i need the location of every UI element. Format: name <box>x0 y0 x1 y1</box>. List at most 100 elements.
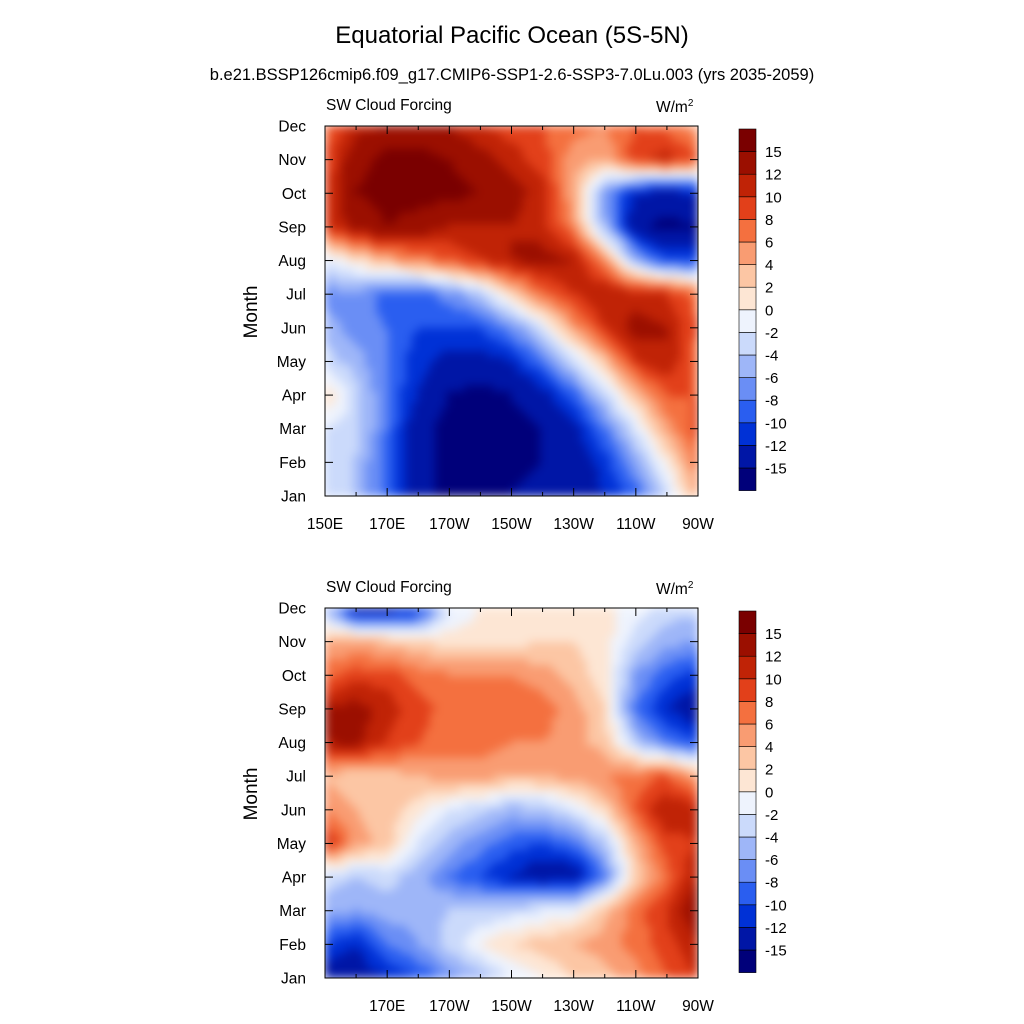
field-cell <box>691 293 698 301</box>
field-cell <box>353 321 361 329</box>
field-cell <box>639 212 647 220</box>
field-cell <box>627 659 635 667</box>
field-cell <box>394 350 402 358</box>
field-cell <box>435 345 443 353</box>
field-cell <box>411 298 419 306</box>
field-cell <box>528 385 536 393</box>
field-cell <box>382 183 390 191</box>
field-cell <box>510 131 518 139</box>
field-cell <box>382 379 390 387</box>
field-cell <box>540 472 548 480</box>
field-cell <box>540 670 548 678</box>
field-cell <box>545 200 553 208</box>
field-cell <box>411 642 419 650</box>
field-cell <box>411 483 419 491</box>
field-cell <box>516 373 524 381</box>
field-cell <box>627 397 635 405</box>
field-cell <box>330 327 338 335</box>
field-cell <box>668 460 676 468</box>
field-cell <box>341 665 349 673</box>
field-cell <box>452 223 460 231</box>
field-cell <box>644 402 652 410</box>
field-cell <box>435 385 443 393</box>
field-cell <box>475 630 483 638</box>
field-cell <box>598 264 606 272</box>
field-cell <box>563 310 571 318</box>
field-cell <box>417 160 425 168</box>
field-cell <box>440 165 448 173</box>
field-cell <box>388 408 396 416</box>
field-cell <box>510 362 518 370</box>
field-cell <box>429 443 437 451</box>
field-cell <box>621 489 629 496</box>
field-cell <box>417 345 425 353</box>
field-cell <box>481 264 489 272</box>
field-cell <box>475 426 483 433</box>
field-cell <box>516 466 524 474</box>
field-cell <box>633 235 641 243</box>
field-cell <box>400 345 408 353</box>
field-cell <box>353 379 361 387</box>
field-cell <box>528 177 536 185</box>
field-cell <box>545 310 553 318</box>
field-cell <box>400 653 408 661</box>
field-cell <box>475 420 483 428</box>
field-cell <box>452 177 460 185</box>
field-cell <box>679 402 687 410</box>
field-cell <box>633 665 641 673</box>
field-cell <box>522 665 530 673</box>
field-cell <box>668 241 676 249</box>
field-cell <box>633 362 641 370</box>
field-cell <box>580 131 588 139</box>
field-cell <box>435 437 443 445</box>
field-cell <box>575 183 583 191</box>
field-cell <box>691 206 698 214</box>
field-cell <box>621 460 629 468</box>
field-cell <box>400 483 408 491</box>
field-cell <box>493 613 501 621</box>
field-cell <box>592 478 600 486</box>
field-cell <box>388 316 396 324</box>
field-cell <box>487 287 495 295</box>
field-cell <box>557 148 565 156</box>
field-cell <box>325 408 332 416</box>
field-cell <box>481 397 489 405</box>
field-cell <box>493 160 501 168</box>
field-cell <box>405 136 414 144</box>
field-cell <box>388 217 396 225</box>
field-cell <box>656 229 664 237</box>
field-cell <box>336 223 344 231</box>
field-cell <box>609 136 618 144</box>
field-cell <box>674 624 682 632</box>
field-cell <box>458 653 466 661</box>
field-cell <box>336 241 344 249</box>
field-cell <box>464 350 472 358</box>
field-cell <box>359 454 367 462</box>
field-cell <box>423 241 431 249</box>
field-cell <box>481 136 489 144</box>
field-cell <box>644 373 652 381</box>
field-cell <box>627 206 635 214</box>
field-cell <box>458 148 466 156</box>
field-cell <box>685 154 693 162</box>
field-cell <box>499 304 507 312</box>
field-cell <box>388 194 396 202</box>
field-cell <box>365 350 373 358</box>
field-cell <box>371 408 379 416</box>
field-cell <box>528 642 536 650</box>
field-cell <box>481 252 489 260</box>
field-cell <box>365 258 373 266</box>
field-cell <box>656 659 664 667</box>
field-cell <box>371 653 379 661</box>
field-cell <box>365 223 373 231</box>
field-cell <box>522 431 530 439</box>
field-cell <box>499 618 507 626</box>
field-cell <box>598 653 606 661</box>
field-cell <box>598 229 606 237</box>
field-cell <box>458 136 466 144</box>
field-cell <box>446 460 454 468</box>
field-cell <box>417 356 425 364</box>
field-cell <box>656 304 664 312</box>
field-cell <box>394 454 402 462</box>
field-cell <box>633 131 641 139</box>
